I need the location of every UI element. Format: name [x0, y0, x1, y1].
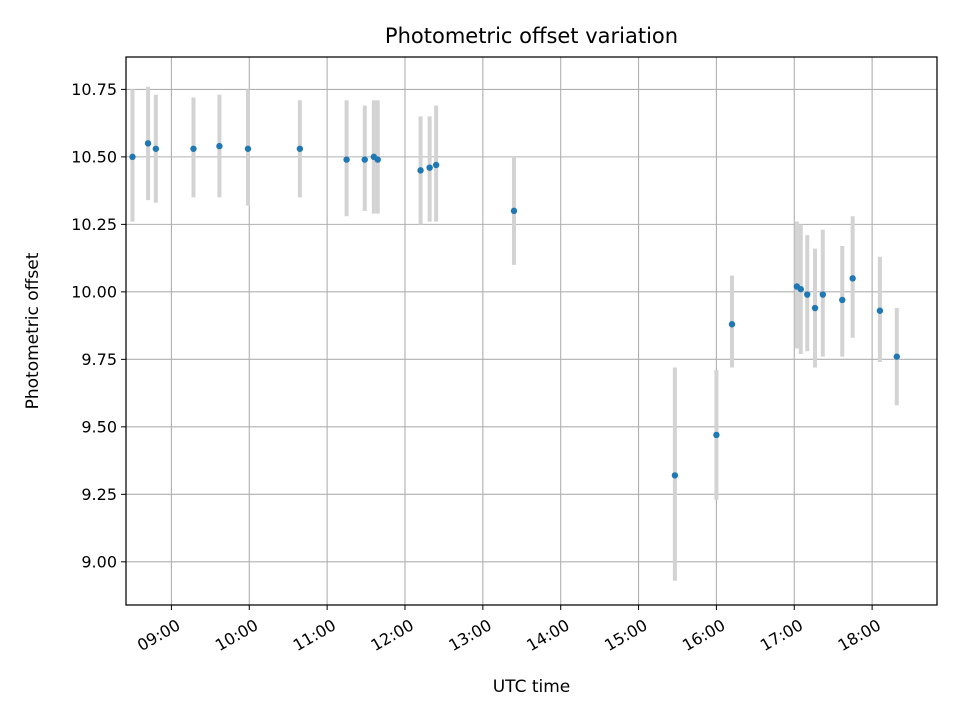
x-tick-label: 16:00	[679, 615, 728, 655]
error-bars	[130, 86, 899, 581]
data-point	[244, 145, 252, 152]
y-tick-label: 9.00	[81, 552, 117, 571]
x-tick-label: 14:00	[523, 615, 572, 655]
data-point	[819, 291, 827, 298]
data-point	[671, 472, 679, 479]
x-tick-label: 13:00	[445, 615, 494, 655]
x-tick-label: 11:00	[290, 615, 339, 655]
data-point	[296, 145, 304, 152]
data-point	[190, 145, 197, 152]
x-axis-ticks: 09:00 10:00 11:00 12:00 13:00 14:00 15:00 16:00…	[134, 605, 884, 655]
data-point	[849, 275, 856, 282]
x-tick-label: 15:00	[601, 615, 650, 655]
y-tick-label: 9.50	[81, 417, 117, 436]
y-tick-label: 9.75	[81, 350, 117, 369]
data-point	[839, 296, 846, 304]
data-point	[713, 431, 720, 439]
x-tick-label: 10:00	[212, 615, 261, 655]
data-point	[343, 156, 350, 163]
x-tick-label: 12:00	[368, 615, 417, 655]
data-points	[129, 140, 900, 479]
data-point	[216, 142, 223, 150]
data-point	[426, 164, 433, 171]
data-point	[417, 167, 424, 174]
x-tick-label: 17:00	[757, 615, 806, 655]
y-tick-label: 10.25	[71, 215, 117, 234]
y-axis-label: Photometric offset	[23, 252, 43, 409]
data-point	[804, 291, 811, 298]
y-axis-ticks: 9.00 9.25 9.50 9.75 10.00 10.25 10.50 10.75	[71, 80, 126, 571]
data-point	[144, 140, 152, 147]
y-tick-label: 9.25	[81, 485, 117, 504]
y-tick-label: 10.75	[71, 80, 117, 99]
data-point	[797, 285, 804, 293]
grid	[126, 57, 937, 605]
data-point	[152, 145, 160, 152]
x-axis-label: UTC time	[493, 677, 571, 697]
plot-frame	[125, 56, 938, 606]
data-point	[432, 161, 440, 169]
data-point	[374, 156, 381, 163]
chart-title: Photometric offset variation	[385, 24, 678, 48]
data-point	[728, 321, 736, 328]
data-point	[893, 353, 900, 360]
x-tick-label: 18:00	[835, 615, 884, 655]
x-tick-label: 09:00	[134, 615, 183, 655]
data-point	[811, 304, 819, 312]
data-point	[361, 156, 368, 163]
y-tick-label: 10.00	[71, 282, 117, 301]
y-tick-label: 10.50	[71, 147, 117, 166]
data-point	[129, 153, 136, 161]
data-point	[510, 207, 518, 215]
data-point	[876, 307, 884, 314]
